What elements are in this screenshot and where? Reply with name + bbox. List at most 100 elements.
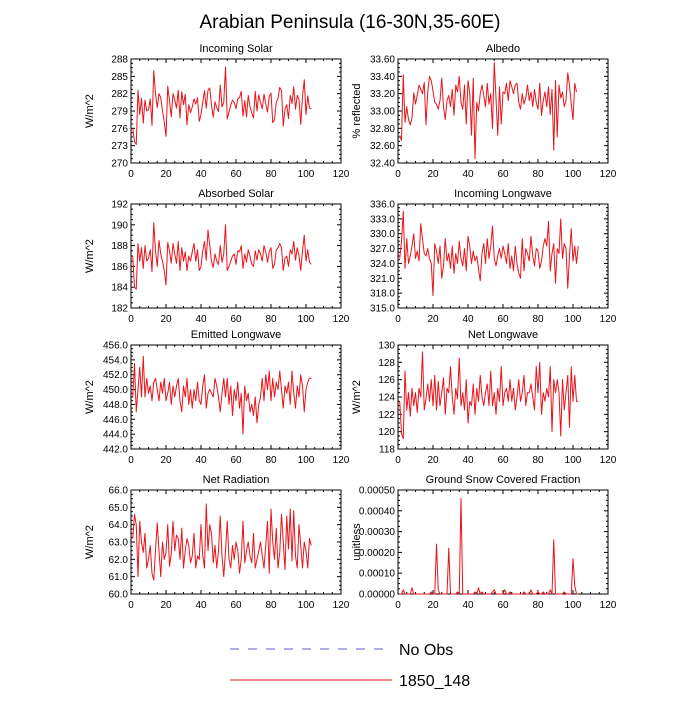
x-tick-label: 80 — [532, 455, 544, 466]
y-tick-label: 330.0 — [370, 229, 395, 240]
y-tick-label: 126 — [378, 375, 395, 386]
x-tick-label: 0 — [128, 314, 134, 325]
x-tick-label: 40 — [462, 600, 474, 611]
x-tick-label: 80 — [265, 455, 277, 466]
x-tick-label: 20 — [160, 314, 172, 325]
panel-7: Ground Snow Covered Fraction unitless 0 20 4… — [351, 474, 617, 611]
y-tick-label: 324.0 — [370, 259, 395, 270]
y-tick-label: 0.00050 — [359, 486, 396, 497]
plot-frame — [397, 489, 609, 595]
panel-4: Emitted Longwave W/m^2 0 20 40 60 80 100 120 442.… — [84, 329, 350, 466]
x-tick-label: 0 — [128, 169, 134, 180]
y-tick-label: 33.00 — [370, 107, 395, 118]
y-tick-label: 118 — [379, 445, 395, 456]
series-line — [132, 355, 312, 435]
x-tick-label: 60 — [230, 600, 242, 611]
x-tick-label: 100 — [565, 314, 582, 325]
y-tick-label: 122 — [378, 410, 395, 421]
series-line — [132, 503, 312, 581]
x-tick-label: 80 — [532, 600, 544, 611]
x-tick-label: 120 — [600, 600, 617, 611]
x-tick-label: 40 — [195, 455, 207, 466]
panel-3: Incoming Longwave 0 20 40 60 80 100 120 315.0 318… — [370, 188, 617, 325]
x-tick-label: 60 — [497, 455, 509, 466]
y-tick-label: 0.00040 — [359, 506, 396, 517]
x-tick-label: 0 — [395, 600, 401, 611]
y-axis-label: W/m^2 — [84, 239, 96, 273]
x-tick-label: 80 — [265, 169, 277, 180]
x-tick-label: 40 — [195, 600, 207, 611]
y-tick-label: 66.0 — [109, 486, 129, 497]
x-tick-label: 20 — [160, 600, 172, 611]
x-tick-label: 0 — [128, 600, 134, 611]
x-tick-label: 40 — [462, 314, 474, 325]
y-tick-label: 446.0 — [103, 415, 128, 426]
x-tick-label: 120 — [600, 169, 617, 180]
series-line — [132, 66, 312, 146]
y-tick-label: 282 — [111, 89, 128, 100]
y-tick-label: 444.0 — [103, 430, 128, 441]
y-axis-label: unitless — [351, 523, 363, 561]
y-tick-label: 0.00010 — [359, 569, 396, 580]
x-tick-label: 20 — [427, 169, 439, 180]
y-tick-label: 318.0 — [370, 289, 395, 300]
x-tick-label: 60 — [230, 169, 242, 180]
x-tick-label: 100 — [298, 455, 315, 466]
y-tick-label: 270 — [111, 159, 128, 170]
y-tick-label: 130 — [378, 341, 395, 352]
x-tick-label: 120 — [333, 600, 350, 611]
panel-0: Incoming Solar W/m^2 0 20 40 60 80 100 120 270 273… — [84, 43, 350, 180]
x-tick-label: 100 — [298, 169, 315, 180]
x-tick-label: 120 — [600, 314, 617, 325]
x-tick-label: 100 — [565, 169, 582, 180]
x-tick-label: 60 — [497, 314, 509, 325]
y-axis-label: W/m^2 — [84, 94, 96, 128]
y-tick-label: 33.20 — [370, 89, 395, 100]
x-tick-label: 60 — [230, 314, 242, 325]
y-tick-label: 184 — [111, 283, 128, 294]
y-tick-label: 64.0 — [109, 520, 129, 531]
panel-title: Incoming Solar — [199, 43, 273, 55]
x-tick-label: 60 — [230, 455, 242, 466]
y-tick-label: 452.0 — [103, 370, 128, 381]
legend-obs-label: No Obs — [399, 642, 453, 659]
y-tick-label: 33.60 — [370, 55, 395, 66]
x-tick-label: 120 — [600, 455, 617, 466]
x-tick-label: 40 — [462, 169, 474, 180]
x-tick-label: 100 — [298, 314, 315, 325]
y-tick-label: 0.00020 — [359, 548, 396, 559]
y-tick-label: 192 — [111, 200, 128, 211]
panel-2: Absorbed Solar W/m^2 0 20 40 60 80 100 120 182 184… — [84, 188, 350, 325]
x-tick-label: 20 — [427, 600, 439, 611]
panel-title: Ground Snow Covered Fraction — [426, 474, 581, 486]
y-tick-label: 273 — [111, 141, 128, 152]
panel-title: Absorbed Solar — [198, 188, 274, 200]
panel-5: Net Longwave W/m^2 0 20 40 60 80 100 120 118 120 12… — [351, 329, 617, 466]
x-tick-label: 100 — [298, 600, 315, 611]
y-axis-label: W/m^2 — [84, 525, 96, 559]
y-tick-label: 0.00030 — [359, 527, 396, 538]
panel-title: Albedo — [486, 43, 520, 55]
y-tick-label: 0.00000 — [359, 590, 396, 601]
panel-title: Net Longwave — [468, 329, 538, 341]
y-tick-label: 63.0 — [109, 538, 129, 549]
y-tick-label: 62.0 — [109, 555, 129, 566]
panel-grid: Incoming Solar W/m^2 0 20 40 60 80 100 120 270 273… — [84, 43, 617, 611]
y-tick-label: 456.0 — [103, 341, 128, 352]
panel-title: Emitted Longwave — [191, 329, 282, 341]
y-tick-label: 32.60 — [370, 141, 395, 152]
x-tick-label: 0 — [128, 455, 134, 466]
y-tick-label: 188 — [111, 241, 128, 252]
y-tick-label: 442.0 — [103, 445, 128, 456]
y-tick-label: 321.0 — [370, 274, 395, 285]
panel-1: Albedo % reflected 0 20 40 60 80 100 120 32.40 32.… — [351, 43, 617, 180]
legend-model-label: 1850_148 — [399, 673, 470, 690]
x-tick-label: 20 — [160, 169, 172, 180]
x-tick-label: 120 — [333, 169, 350, 180]
x-tick-label: 20 — [160, 455, 172, 466]
plot-frame — [397, 58, 609, 164]
y-tick-label: 32.40 — [370, 159, 395, 170]
y-tick-label: 315.0 — [370, 304, 395, 315]
